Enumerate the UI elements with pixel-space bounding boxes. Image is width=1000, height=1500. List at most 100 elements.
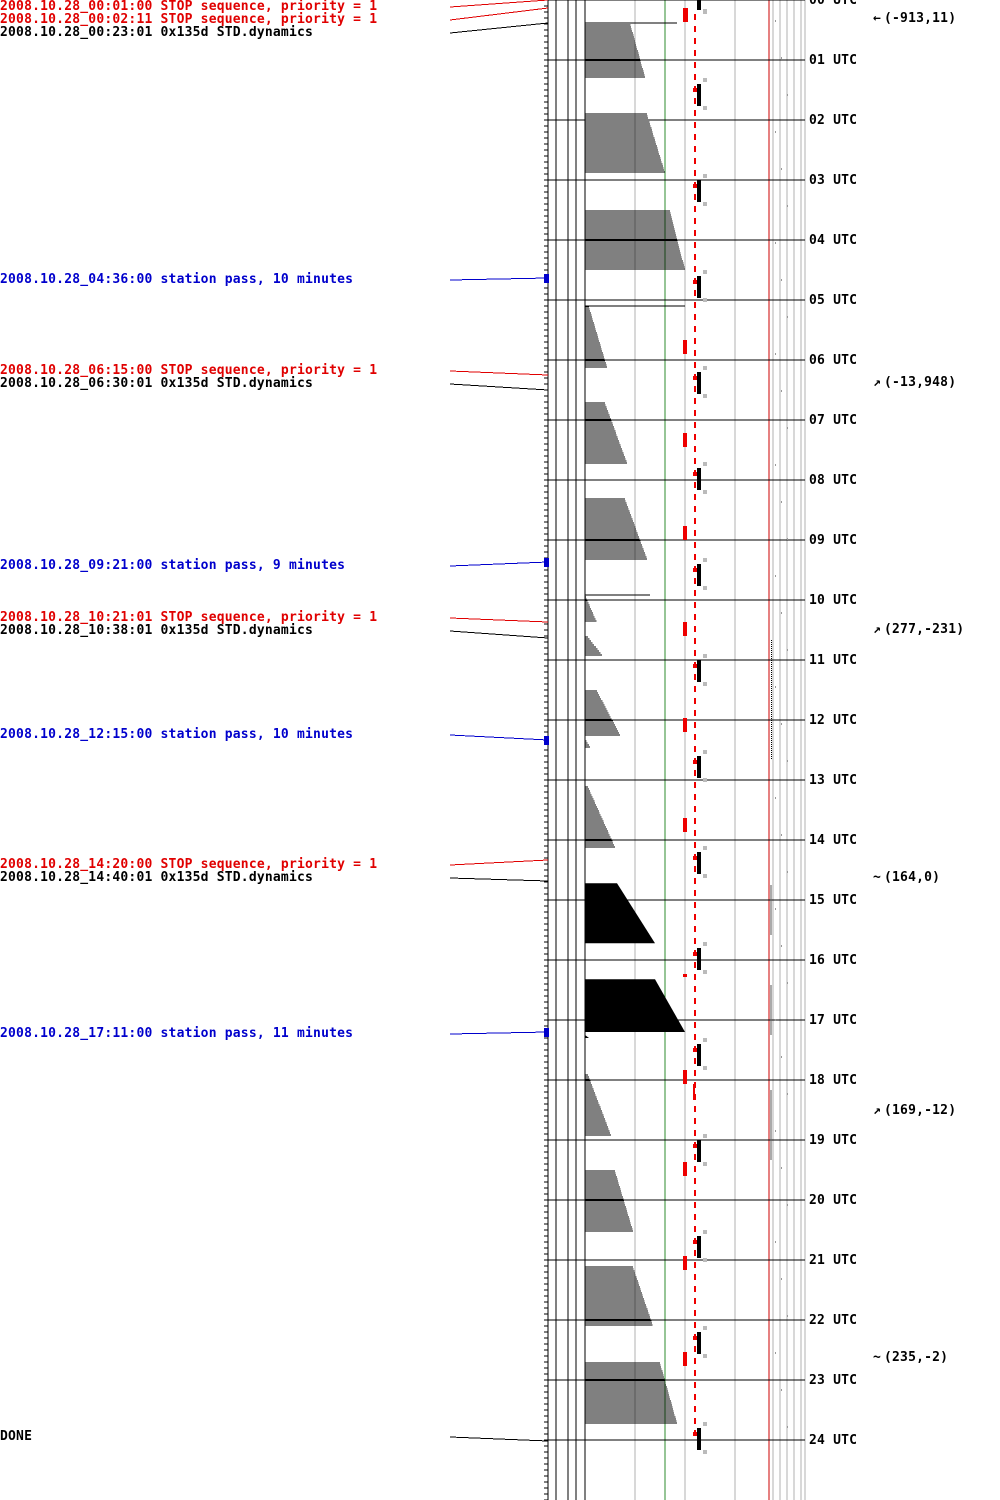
hour-label: 05 UTC [809,293,858,308]
timing-dash [694,1166,696,1172]
status-dot [771,692,772,693]
timing-dash [694,1346,696,1352]
hour-label: 14 UTC [809,833,858,848]
orbit-marker [703,778,707,782]
status-dot [771,640,772,641]
timing-dash [694,1058,696,1064]
timing-dash [694,410,696,416]
timing-dash [694,1202,696,1208]
orbit-marker [697,276,701,298]
status-dot [787,982,788,984]
orbit-marker [683,1352,687,1366]
timing-dash [694,746,696,752]
orbit-marker [703,270,707,274]
timing-dash [694,434,696,440]
activity-block [585,210,685,270]
status-dot [771,738,772,739]
status-dot [771,652,772,653]
log-entry-stop: 2008.10.28_00:01:00 STOP sequence, prior… [0,0,378,14]
orbit-marker [693,472,697,476]
orbit-marker [693,184,697,188]
status-dot [781,945,782,947]
timing-dash [694,398,696,404]
status-dot [771,700,772,701]
tilde-icon: ~ [873,1350,882,1365]
activity-block [585,113,665,173]
status-dot [781,390,782,392]
timing-dash [694,230,696,236]
status-dot [787,94,788,96]
timing-dash [694,1394,696,1400]
activity-block [585,1035,589,1038]
status-dot [771,656,772,657]
orbit-marker [697,564,701,586]
timing-dash [694,830,696,836]
status-dot [771,708,772,709]
timing-dash [694,650,696,656]
status-dot [771,676,772,677]
log-leader-line [449,561,549,567]
hour-label: 15 UTC [809,893,858,908]
orbit-marker [693,952,697,956]
status-dot [787,1426,788,1428]
orbit-marker [703,846,707,850]
timing-dash [694,38,696,44]
log-entry-pass: 2008.10.28_17:11:00 station pass, 11 min… [0,1026,354,1041]
timing-dash [694,578,696,584]
orbit-marker [693,1144,697,1148]
status-dot [781,279,782,281]
status-dot [771,740,772,741]
status-dot [787,205,788,207]
timing-dash [694,842,696,848]
hour-label: 04 UTC [809,233,858,248]
timing-dash [694,962,696,968]
orbit-marker [697,1332,701,1354]
orbit-marker [697,84,701,106]
status-dot [781,57,782,59]
timing-dash [694,1070,696,1076]
log-leader-line [449,1436,549,1442]
orbit-marker [703,1422,707,1426]
timing-dash [694,170,696,176]
activity-block [585,1170,633,1232]
arrow-ne-icon: ↗ [873,375,882,390]
orbit-marker [703,9,707,14]
timing-dash [694,302,696,308]
timing-dash [694,110,696,116]
log-leader-line [449,859,549,866]
vector-value: (-13,948) [884,375,957,390]
activity-block [585,1266,653,1326]
orbit-marker [703,970,707,974]
orbit-marker [683,1256,687,1270]
status-dot [781,1167,782,1169]
status-dot [771,666,772,667]
log-leader-line [449,877,549,882]
orbit-marker [703,366,707,370]
orbit-marker [693,1084,695,1100]
timing-dash [694,362,696,368]
orbit-marker [693,856,697,860]
activity-block [585,636,602,656]
status-dot [787,316,788,318]
log-entry-pass: 2008.10.28_04:36:00 station pass, 10 min… [0,272,354,287]
status-dot [771,710,772,711]
status-dot [771,732,772,733]
tilde-icon: ~ [873,870,882,885]
status-dot [781,723,782,725]
status-dot [771,646,772,647]
status-dot [775,464,776,466]
log-entry-pass: 2008.10.28_12:15:00 station pass, 10 min… [0,727,354,742]
activity-block [585,690,621,736]
orbit-marker [703,202,707,206]
timing-dash [694,710,696,716]
timing-dash [694,986,696,992]
log-entry-stop: 2008.10.28_14:20:00 STOP sequence, prior… [0,857,378,872]
hour-label: 01 UTC [809,53,858,68]
timing-dash [694,626,696,632]
status-dot [775,131,776,133]
vector-value: (-913,11) [884,11,957,26]
status-dot [771,696,772,697]
timing-dash [694,1130,696,1136]
log-entry-stop: 2008.10.28_06:15:00 STOP sequence, prior… [0,363,378,378]
status-dot [771,648,772,649]
